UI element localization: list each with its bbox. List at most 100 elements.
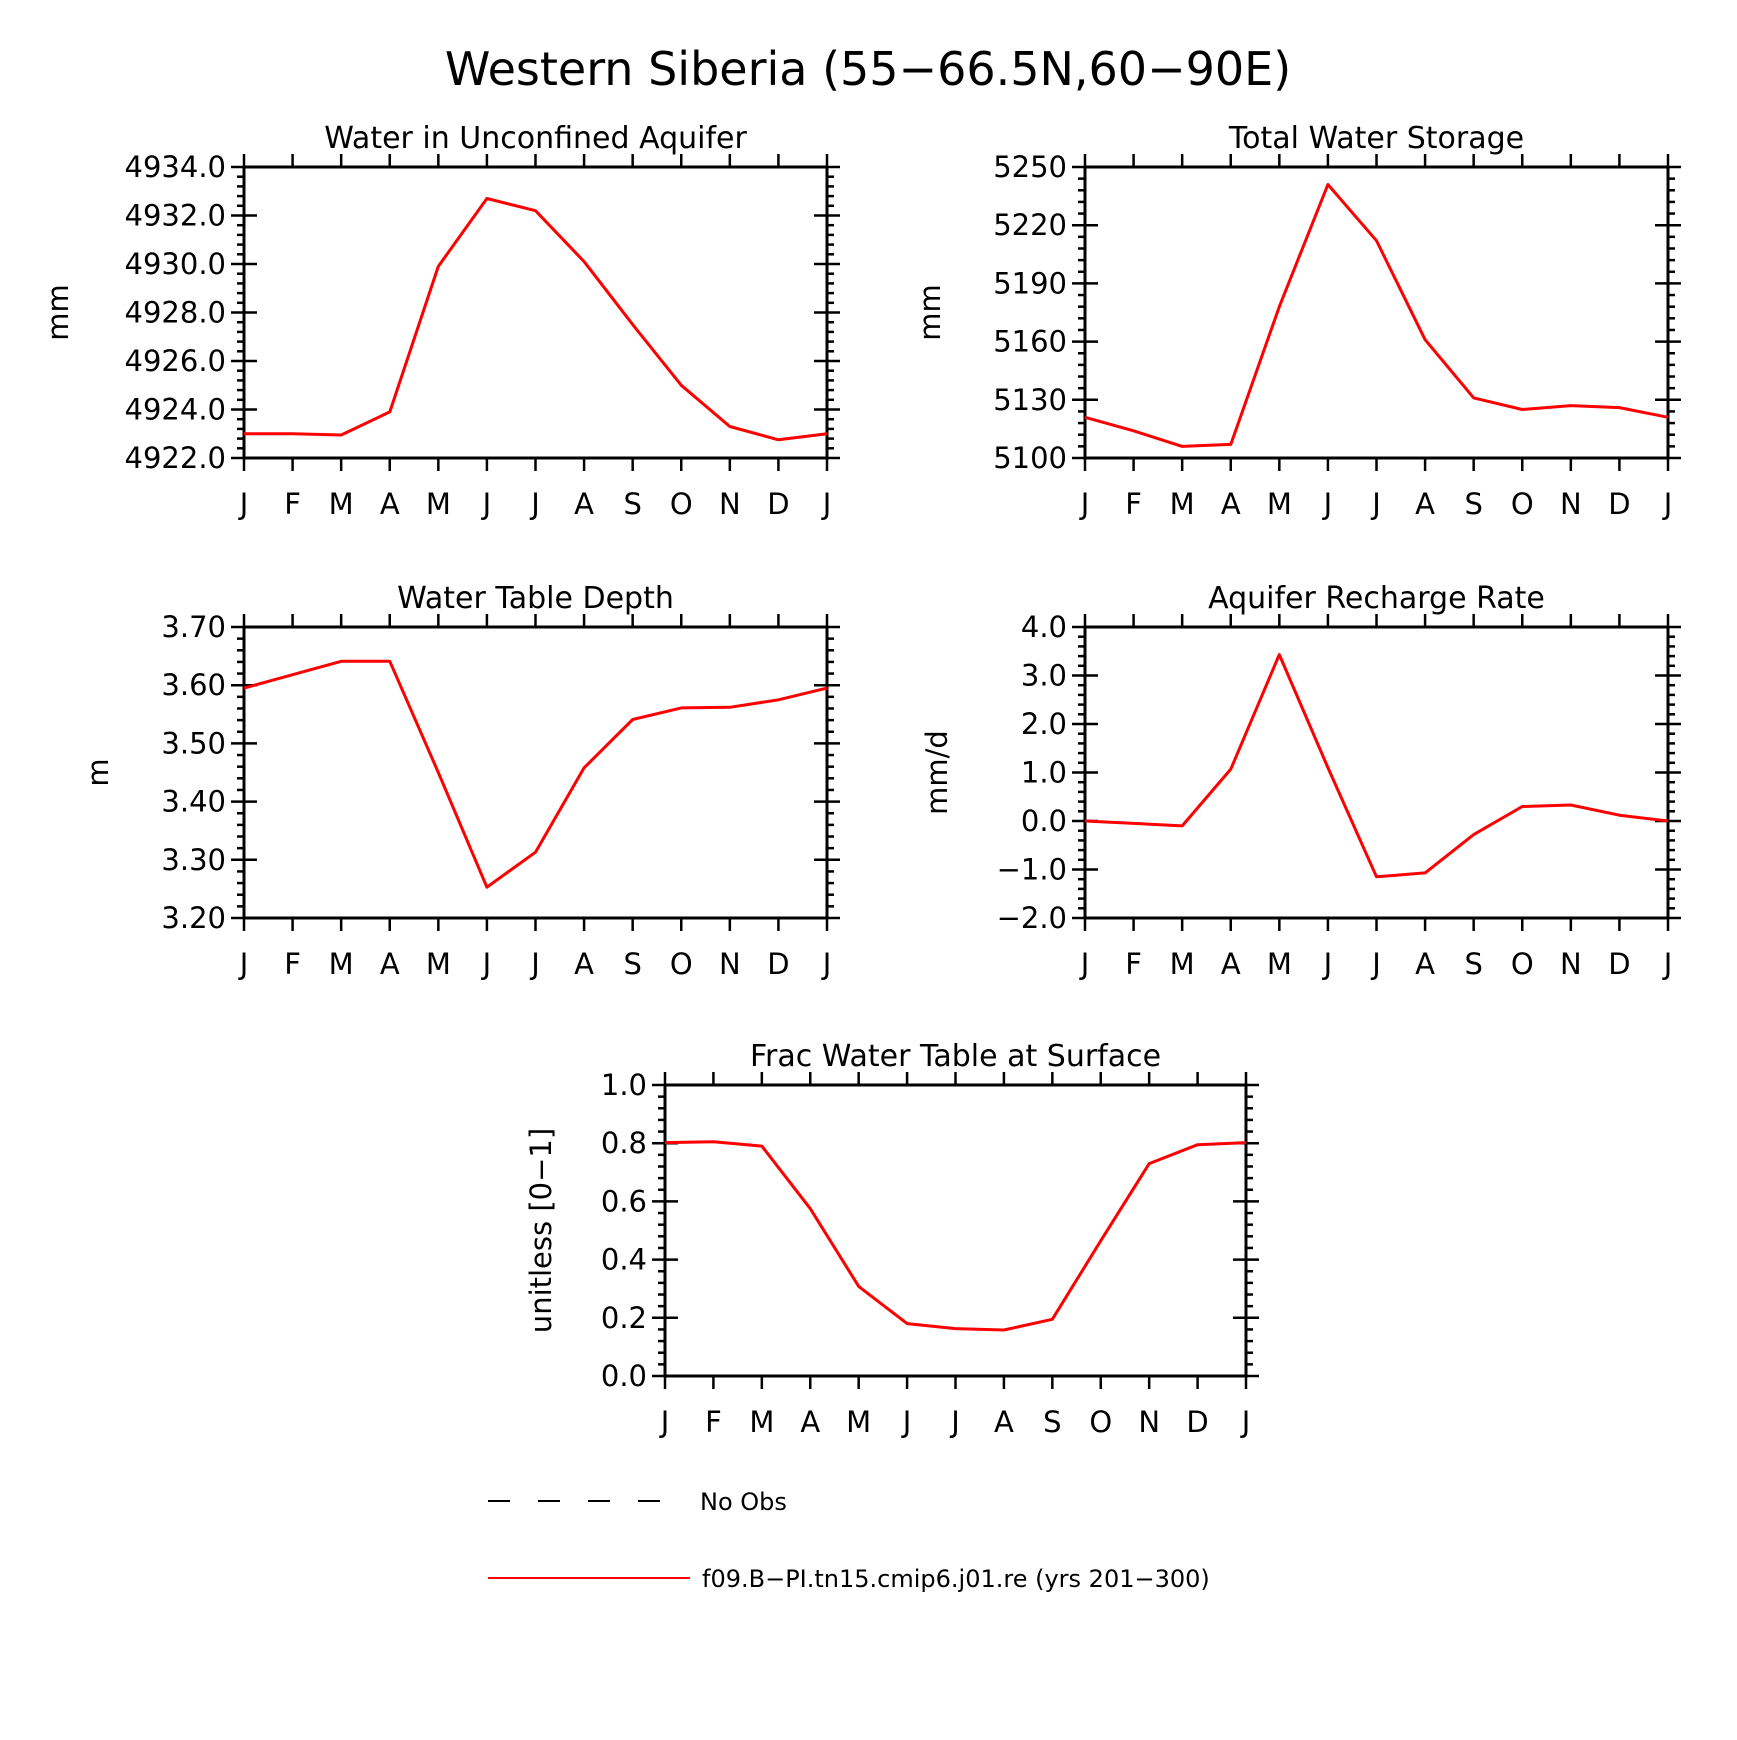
x-tick-label: A — [380, 947, 400, 981]
x-tick-label: S — [623, 947, 641, 981]
legend-obs-label: No Obs — [700, 1488, 787, 1516]
x-tick-label: J — [901, 1405, 912, 1439]
y-tick-label: 0.0 — [601, 1359, 647, 1393]
plot-frame — [663, 1083, 1248, 1378]
y-tick-label: 4930.0 — [125, 247, 226, 281]
x-tick-label: J — [821, 947, 832, 981]
x-tick-label: J — [1370, 947, 1381, 981]
y-tick-label: 4926.0 — [125, 344, 226, 378]
x-tick-label: F — [1125, 487, 1142, 521]
x-tick-label: J — [659, 1405, 670, 1439]
x-tick-label: O — [1511, 947, 1534, 981]
x-tick-label: M — [1267, 487, 1292, 521]
x-tick-label: S — [1043, 1405, 1061, 1439]
x-tick-label: S — [623, 487, 641, 521]
y-tick-label: 2.0 — [1021, 707, 1067, 741]
y-tick-label: 5100 — [993, 441, 1067, 475]
x-tick-label: F — [284, 947, 301, 981]
x-tick-label: J — [481, 487, 492, 521]
x-tick-label: N — [719, 487, 741, 521]
y-tick-label: 4928.0 — [125, 296, 226, 330]
x-tick-label: M — [749, 1405, 774, 1439]
x-tick-label: J — [949, 1405, 960, 1439]
x-tick-label: M — [426, 487, 451, 521]
x-tick-label: D — [1608, 947, 1630, 981]
x-tick-label: M — [426, 947, 451, 981]
x-tick-label: F — [1125, 947, 1142, 981]
x-tick-label: J — [1322, 487, 1333, 521]
y-tick-label: 4924.0 — [125, 393, 226, 427]
y-tick-label: 3.40 — [161, 785, 226, 819]
y-tick-label: 5160 — [993, 325, 1067, 359]
x-tick-label: J — [1079, 487, 1090, 521]
x-tick-label: J — [481, 947, 492, 981]
y-axis-label: unitless [0−1] — [524, 1128, 558, 1333]
x-tick-label: M — [1170, 487, 1195, 521]
x-tick-label: N — [1138, 1405, 1160, 1439]
x-tick-label: J — [1079, 947, 1090, 981]
y-tick-label: 3.0 — [1021, 659, 1067, 693]
y-tick-label: −2.0 — [997, 901, 1067, 935]
y-tick-label: 5130 — [993, 383, 1067, 417]
y-tick-label: 4922.0 — [125, 441, 226, 475]
x-tick-label: J — [1662, 947, 1673, 981]
x-tick-label: O — [1511, 487, 1534, 521]
x-tick-label: J — [238, 947, 249, 981]
y-axis-label: m — [81, 758, 115, 786]
x-tick-label: A — [380, 487, 400, 521]
figure-title: Western Siberia (55−66.5N,60−90E) — [445, 42, 1291, 96]
y-tick-label: 3.30 — [161, 843, 226, 877]
x-tick-label: M — [1267, 947, 1292, 981]
x-tick-label: J — [1240, 1405, 1251, 1439]
x-tick-label: M — [329, 947, 354, 981]
x-tick-label: M — [329, 487, 354, 521]
x-tick-label: A — [1415, 487, 1435, 521]
x-tick-label: O — [670, 947, 693, 981]
y-tick-label: 4.0 — [1021, 610, 1067, 644]
y-tick-label: 0.6 — [601, 1184, 647, 1218]
x-tick-label: A — [1221, 487, 1241, 521]
y-tick-label: 4934.0 — [125, 150, 226, 184]
x-tick-label: J — [529, 487, 540, 521]
x-tick-label: J — [1370, 487, 1381, 521]
chart-title: Aquifer Recharge Rate — [1208, 581, 1545, 616]
x-tick-label: J — [1322, 947, 1333, 981]
x-tick-label: O — [670, 487, 693, 521]
x-tick-label: N — [1560, 487, 1582, 521]
y-tick-label: 3.70 — [161, 610, 226, 644]
y-axis-label: mm — [41, 284, 75, 341]
plot-frame — [1083, 165, 1670, 460]
y-tick-label: 0.8 — [601, 1126, 647, 1160]
x-tick-label: D — [767, 487, 789, 521]
x-tick-label: A — [1221, 947, 1241, 981]
chart-title: Total Water Storage — [1228, 121, 1524, 156]
x-tick-label: A — [574, 487, 594, 521]
y-tick-label: 4932.0 — [125, 199, 226, 233]
y-tick-label: 3.50 — [161, 726, 226, 760]
x-tick-label: A — [574, 947, 594, 981]
chart-title: Water Table Depth — [397, 581, 674, 616]
y-tick-label: 5220 — [993, 208, 1067, 242]
x-tick-label: J — [529, 947, 540, 981]
x-tick-label: A — [1415, 947, 1435, 981]
x-tick-label: F — [705, 1405, 722, 1439]
x-tick-label: D — [1186, 1405, 1208, 1439]
series-line — [1084, 653, 1669, 879]
plot-frame — [242, 625, 829, 920]
x-tick-label: D — [767, 947, 789, 981]
legend: No Obs f09.B−PI.tn15.cmip6.j01.re (yrs 2… — [488, 1488, 1210, 1593]
x-tick-label: F — [284, 487, 301, 521]
x-tick-label: A — [800, 1405, 820, 1439]
y-tick-label: 5250 — [993, 150, 1067, 184]
x-tick-label: J — [238, 487, 249, 521]
y-tick-label: 0.0 — [1021, 804, 1067, 838]
x-tick-label: A — [994, 1405, 1014, 1439]
chart-title: Frac Water Table at Surface — [750, 1039, 1161, 1074]
x-tick-label: O — [1089, 1405, 1112, 1439]
